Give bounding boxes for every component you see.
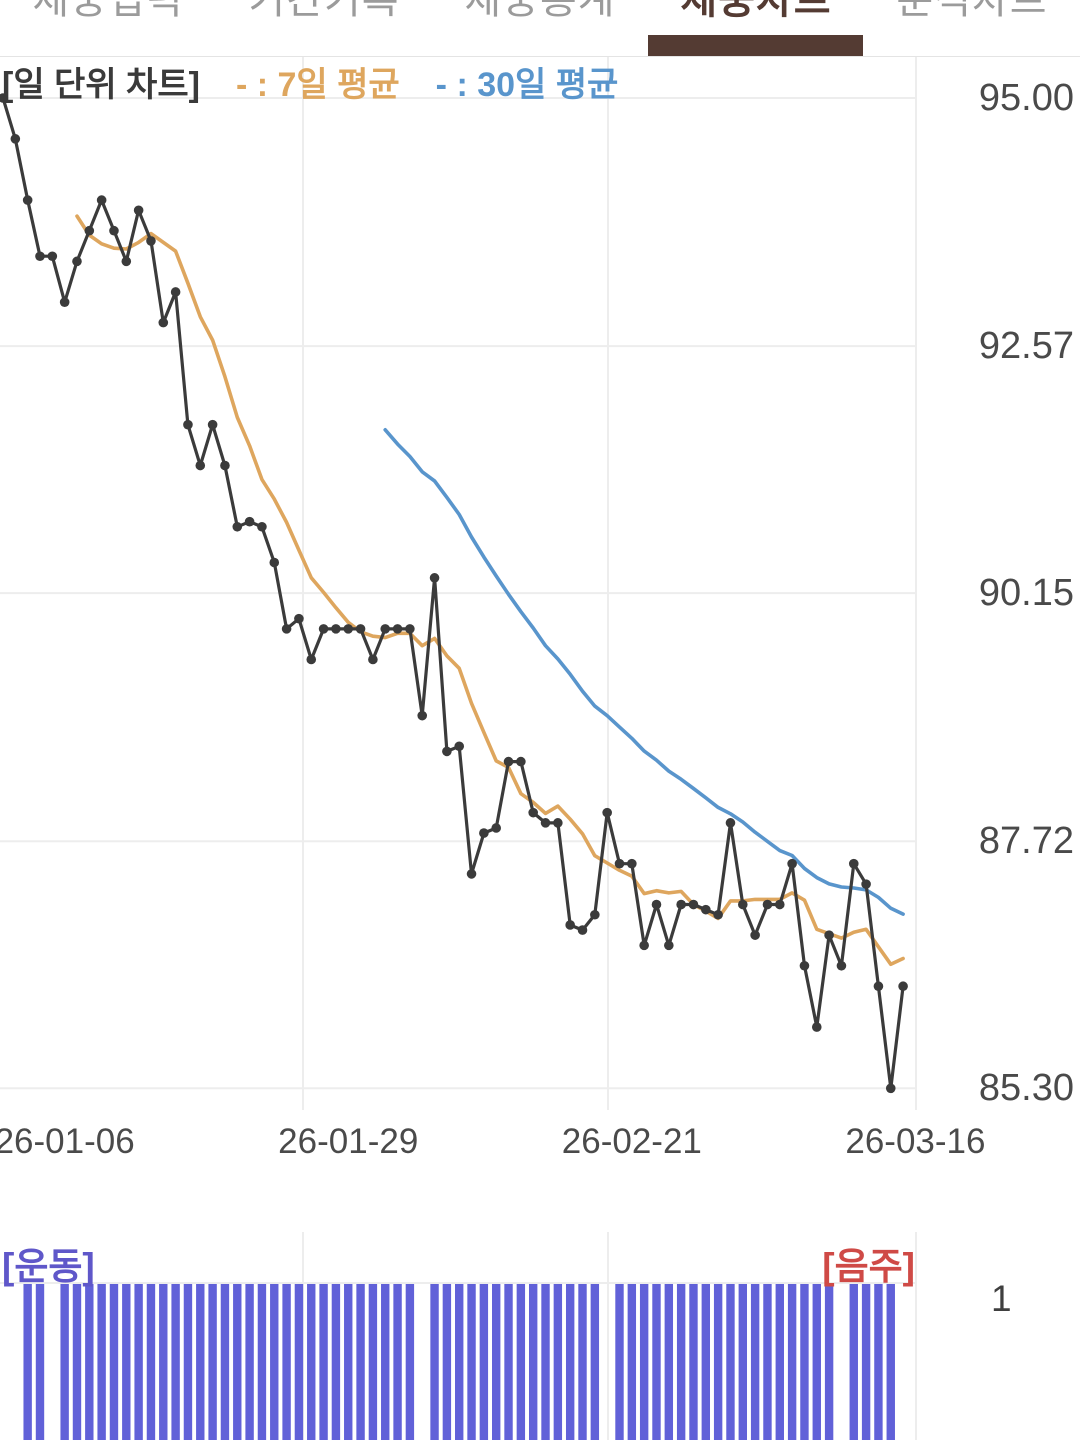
tab-label: 기간기록 <box>248 0 400 22</box>
tab-weight-chart[interactable]: 체중차트 <box>648 0 864 56</box>
tab-label: 체중입력 <box>32 0 184 22</box>
x-axis-tick-label: 26-01-29 <box>278 1122 419 1161</box>
legend-7day-average: - : 7일 평균 <box>235 66 400 104</box>
y-axis-tick-label: 85.30 <box>978 1067 1074 1110</box>
x-axis-tick-label: 26-02-21 <box>561 1122 702 1161</box>
x-axis-tick-label: 26-03-16 <box>845 1122 986 1161</box>
tab-label: 분석차트 <box>896 0 1048 22</box>
tab-analysis-chart[interactable]: 분석차트 <box>864 0 1080 56</box>
y-axis-tick-label: 95.00 <box>978 77 1074 119</box>
tab-label: 체중통계 <box>464 0 616 22</box>
exercise-label: [운동] <box>2 1246 95 1287</box>
drinking-label: [음주] <box>822 1246 915 1287</box>
tab-period-log[interactable]: 기간기록 <box>216 0 432 56</box>
activity-axis-value: 1 <box>991 1278 1012 1319</box>
tab-weight-input[interactable]: 체중입력 <box>0 0 216 56</box>
tab-bar: 체중입력 기간기록 체중통계 체중차트 분석차트 <box>0 0 1080 57</box>
legend-30day-average: - : 30일 평균 <box>435 66 619 104</box>
x-axis-tick-label: 26-01-06 <box>0 1122 135 1161</box>
chart-legend: [일 단위 차트] - : 7일 평균 - : 30일 평균 <box>2 57 618 106</box>
y-axis-tick-label: 92.57 <box>978 325 1074 368</box>
tab-label: 체중차트 <box>680 0 832 22</box>
y-axis-tick-label: 87.72 <box>978 820 1074 863</box>
y-axis-tick-label: 90.15 <box>978 572 1074 615</box>
selected-tab-indicator <box>648 35 863 56</box>
chart-title: [일 단위 차트] <box>2 66 200 104</box>
tab-weight-stats[interactable]: 체중통계 <box>432 0 648 56</box>
